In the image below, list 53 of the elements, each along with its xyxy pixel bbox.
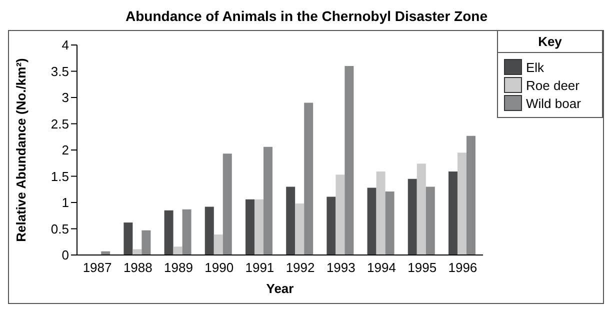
bar <box>466 136 476 255</box>
x-tick-label: 1994 <box>367 260 396 276</box>
bar <box>132 249 142 255</box>
x-tick-label: 1987 <box>82 260 112 276</box>
x-tick-label: 1988 <box>123 260 152 276</box>
bar <box>304 102 314 255</box>
bar <box>142 230 151 255</box>
x-tick-label: 1992 <box>286 260 315 276</box>
legend-label: Roe deer <box>526 78 580 92</box>
bar <box>344 66 354 255</box>
chart-title: Abundance of Animals in the Chernobyl Disaster Zone <box>124 8 488 26</box>
bar <box>164 210 174 255</box>
y-tick-label: 0.5 <box>50 221 69 236</box>
bar <box>385 191 394 255</box>
legend-label: Elk <box>526 60 544 74</box>
bar <box>408 178 417 255</box>
bar <box>124 222 133 255</box>
bar <box>263 146 272 255</box>
x-axis-title: Year <box>266 281 294 296</box>
bar <box>457 152 466 255</box>
bar <box>426 186 435 255</box>
y-tick-label: 3 <box>62 90 69 106</box>
bar <box>448 172 458 255</box>
bar <box>173 246 182 255</box>
x-tick-label: 1993 <box>326 260 356 276</box>
legend-title: Key <box>498 31 602 53</box>
legend-label: Wild boar <box>526 96 581 110</box>
y-tick-label: 3.5 <box>50 64 69 79</box>
bar <box>367 188 376 255</box>
x-tick-label: 1995 <box>408 260 437 276</box>
bar <box>295 204 304 255</box>
y-tick-label: 2 <box>62 142 69 158</box>
bar <box>214 234 223 255</box>
bar <box>222 154 232 255</box>
y-tick-label: 1.5 <box>50 168 69 184</box>
bar <box>376 172 386 255</box>
y-axis-title: Relative Abundance (No./km²) <box>14 58 29 242</box>
bar <box>416 164 426 255</box>
bar <box>336 174 345 255</box>
y-tick-label: 1 <box>62 195 69 210</box>
x-tick-label: 1991 <box>245 260 274 276</box>
x-tick-label: 1990 <box>204 260 234 276</box>
bar <box>182 209 192 255</box>
x-tick-label: 1996 <box>448 260 478 276</box>
bar <box>254 199 264 255</box>
bar <box>326 196 336 255</box>
y-tick-label: 2.5 <box>50 116 69 132</box>
y-tick-label: 0 <box>62 248 69 263</box>
x-tick-label: 1989 <box>164 260 193 276</box>
bar <box>204 206 214 255</box>
bar <box>245 199 254 255</box>
y-tick-label: 4 <box>62 38 69 53</box>
bar <box>286 186 296 255</box>
